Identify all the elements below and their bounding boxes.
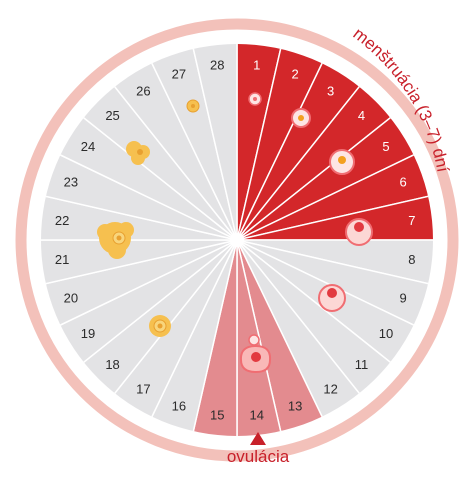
follicle-icon [186, 99, 200, 113]
corpus-luteum-icon [239, 334, 272, 374]
outer-ring [15, 18, 459, 462]
follicle-icon [97, 222, 134, 259]
day-label-18: 18 [105, 357, 119, 372]
day-label-15: 15 [210, 407, 224, 422]
ovulation-marker-icon [250, 432, 266, 445]
day-label-12: 12 [323, 382, 337, 397]
day-label-22: 22 [55, 213, 69, 228]
day-label-10: 10 [379, 326, 393, 341]
day-label-8: 8 [408, 252, 415, 267]
corpus-luteum-icon [318, 284, 346, 312]
day-label-28: 28 [210, 58, 224, 73]
day-label-13: 13 [288, 399, 302, 414]
day-label-17: 17 [136, 382, 150, 397]
egg-cell-icon [248, 92, 262, 106]
day-label-26: 26 [136, 83, 150, 98]
day-label-7: 7 [408, 213, 415, 228]
day-label-23: 23 [64, 174, 78, 189]
corpus-luteum-icon [345, 218, 373, 246]
day-labels: 1234567891011121314151617181920212223242… [55, 58, 416, 423]
day-label-1: 1 [253, 58, 260, 73]
day-label-21: 21 [55, 252, 69, 267]
follicle-icon [126, 141, 150, 165]
day-label-9: 9 [400, 291, 407, 306]
egg-cell-icon [291, 108, 311, 128]
follicle-icon [149, 315, 171, 337]
egg-cell-icon [329, 149, 355, 175]
cycle-stages [97, 92, 373, 374]
day-label-5: 5 [382, 139, 389, 154]
day-label-3: 3 [327, 83, 334, 98]
day-label-11: 11 [355, 357, 369, 372]
day-label-20: 20 [64, 291, 78, 306]
day-label-16: 16 [172, 399, 186, 414]
ovulation-label: ovulácia [227, 447, 290, 466]
day-label-14: 14 [249, 407, 263, 422]
day-label-2: 2 [292, 66, 299, 81]
day-label-19: 19 [81, 326, 95, 341]
day-label-24: 24 [81, 139, 95, 154]
day-label-6: 6 [400, 174, 407, 189]
day-label-4: 4 [358, 108, 365, 123]
day-label-27: 27 [172, 66, 186, 81]
day-label-25: 25 [105, 108, 119, 123]
